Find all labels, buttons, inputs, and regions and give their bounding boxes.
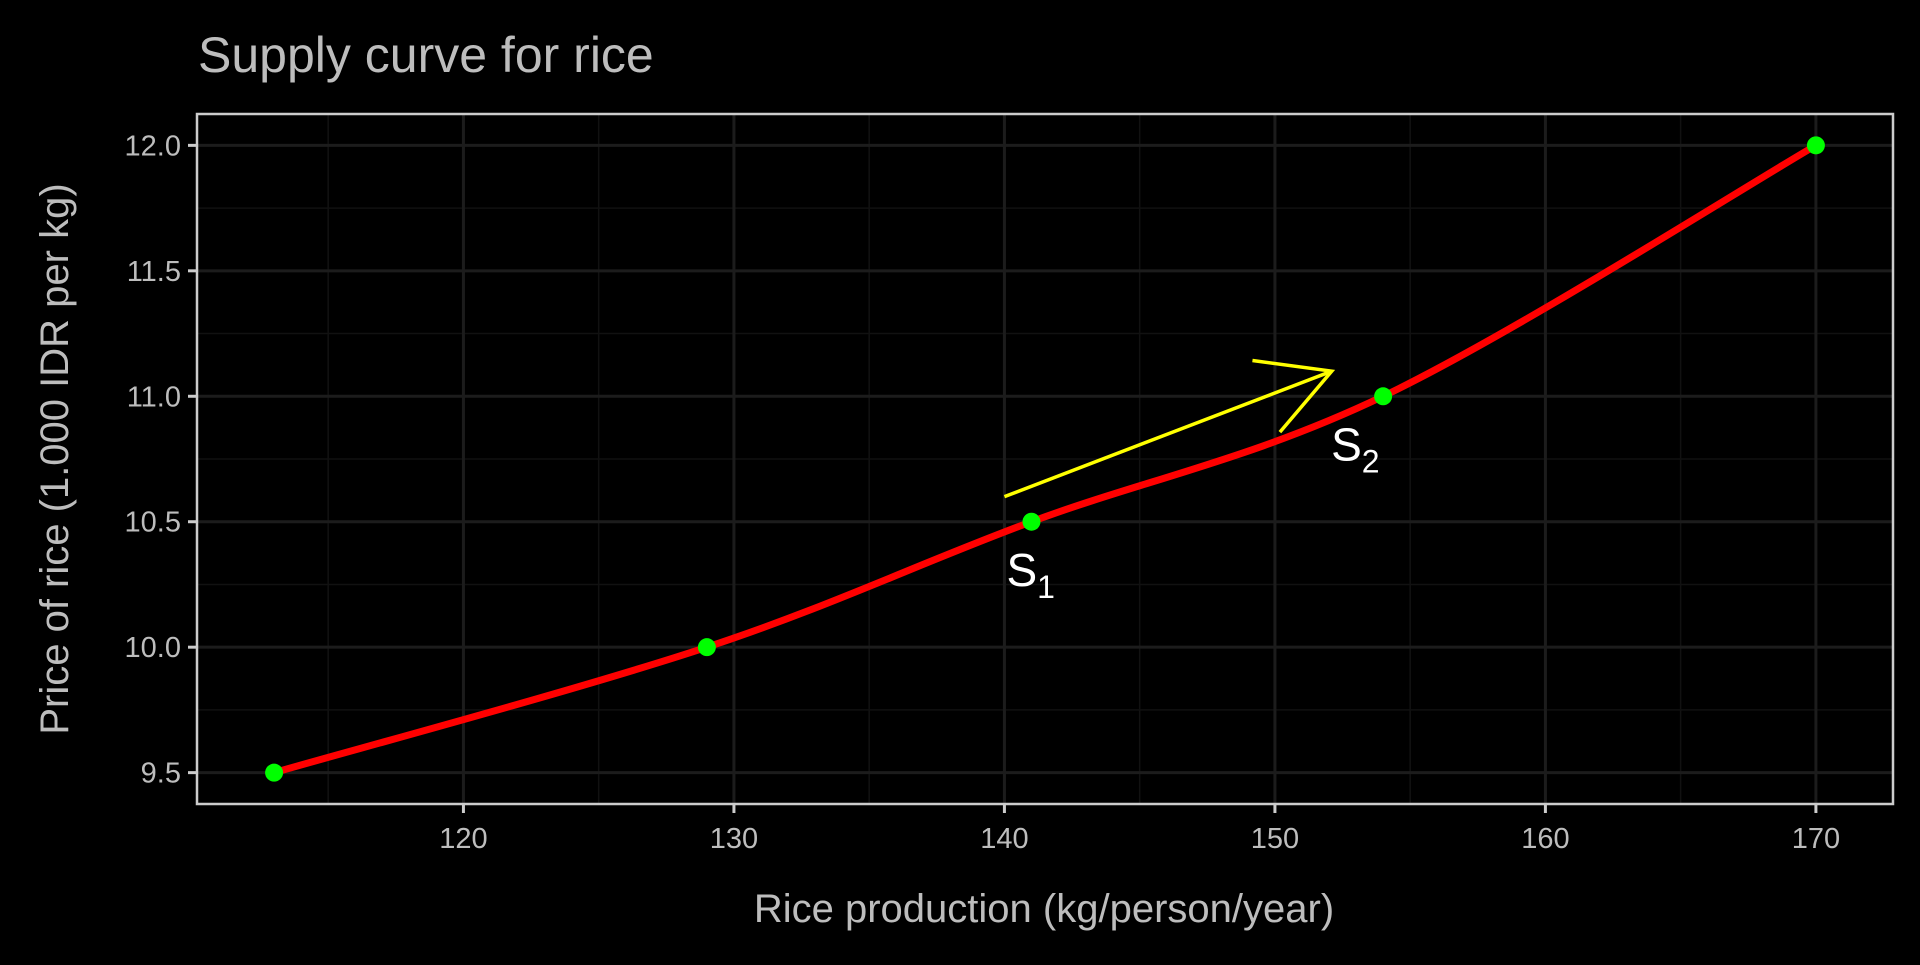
y-tick-label: 11.0 (127, 381, 181, 413)
data-point (1374, 387, 1393, 406)
data-point (1806, 136, 1825, 155)
x-tick-label: 170 (1792, 823, 1840, 855)
x-tick-label: 120 (439, 823, 487, 855)
y-tick-label: 9.5 (141, 758, 181, 790)
x-tick-label: 140 (980, 823, 1028, 855)
annotation-label: S2 (1331, 418, 1379, 479)
shift-arrow-head (1252, 358, 1336, 434)
x-tick-label: 150 (1251, 823, 1299, 855)
data-point (1022, 512, 1041, 531)
panel-border (195, 112, 1895, 806)
annotation-subscript: 1 (1037, 569, 1055, 605)
x-tick-label: 160 (1521, 823, 1569, 855)
annotation-letter: S (1006, 544, 1037, 596)
shift-arrow-line (1003, 369, 1333, 499)
data-point (265, 763, 284, 782)
y-tick-label: 12.0 (125, 130, 181, 162)
x-axis-title: Rice production (kg/person/year) (754, 887, 1334, 931)
annotation-label: S1 (1006, 544, 1054, 605)
y-tick-label: 10.0 (125, 632, 181, 664)
annotation-letter: S (1331, 418, 1362, 470)
x-tick-label: 130 (710, 823, 758, 855)
annotation-subscript: 2 (1362, 443, 1380, 479)
data-point (697, 638, 716, 657)
y-tick-label: 10.5 (125, 507, 181, 539)
chart-title: Supply curve for rice (198, 27, 654, 83)
y-tick-label: 11.5 (127, 256, 181, 288)
y-axis-title: Price of rice (1.000 IDR per kg) (33, 183, 77, 734)
